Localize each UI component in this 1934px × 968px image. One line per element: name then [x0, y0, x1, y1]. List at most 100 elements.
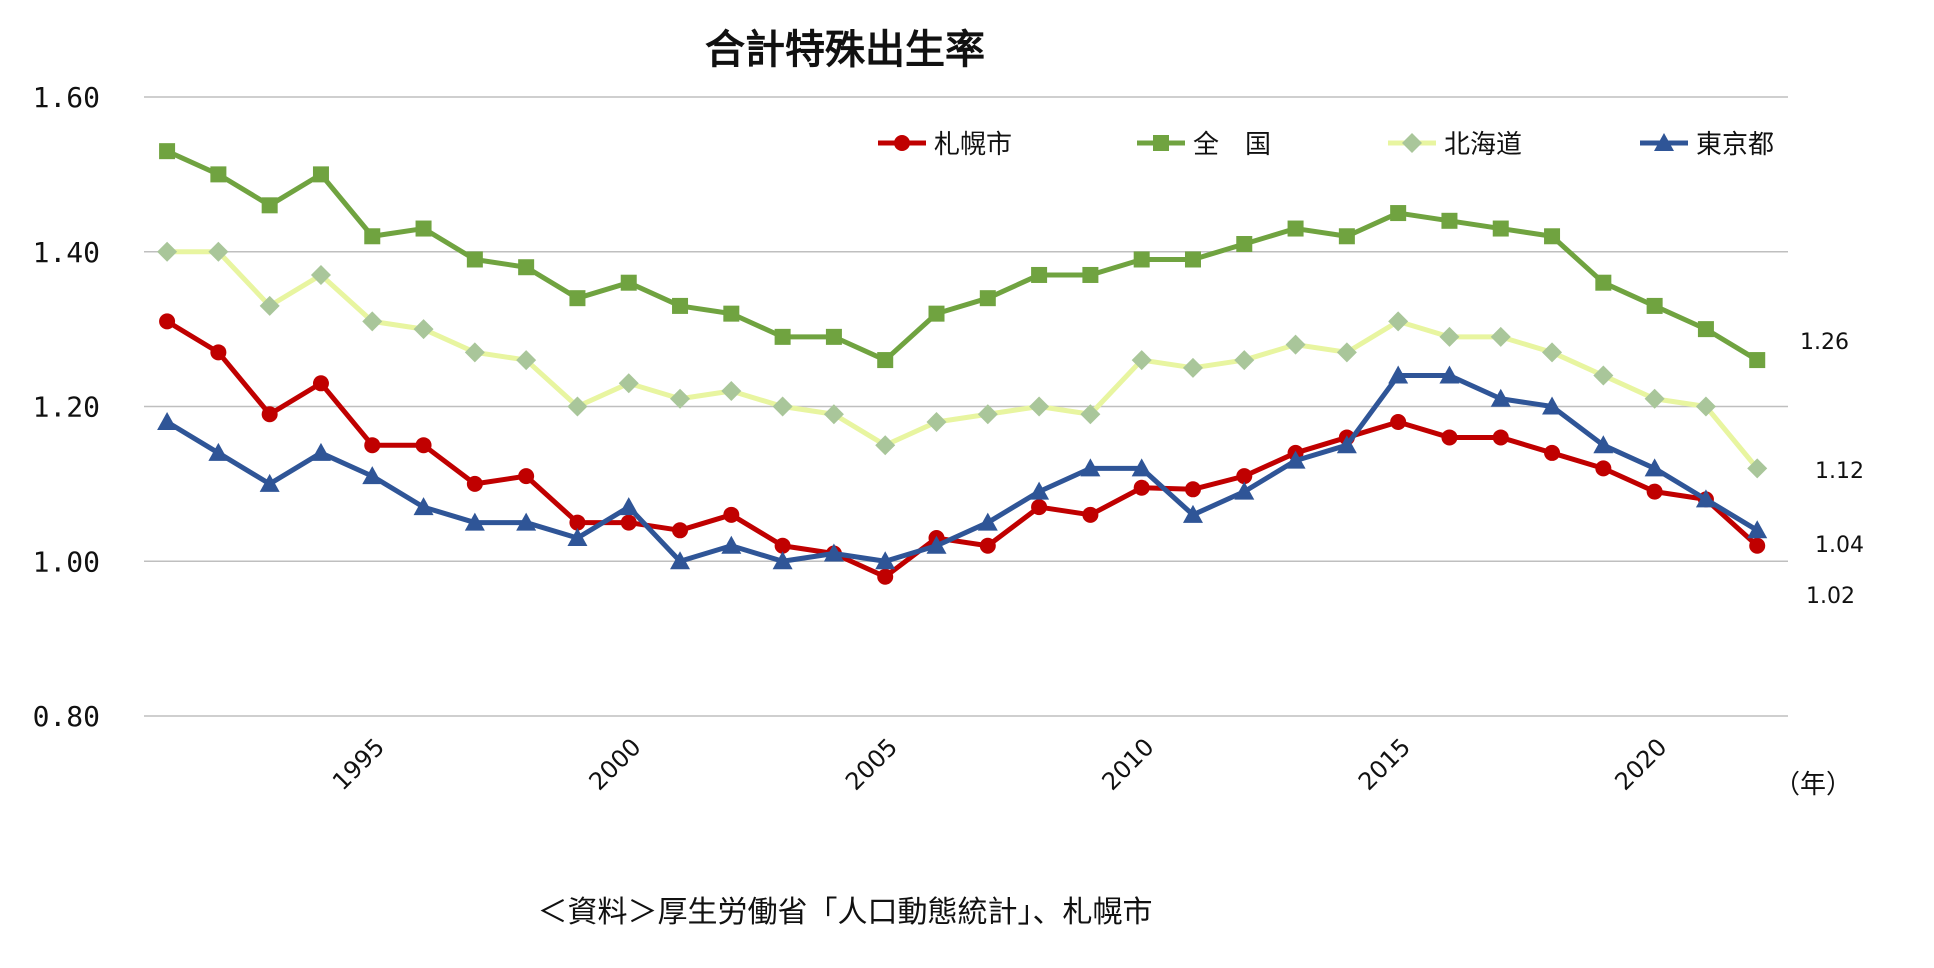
series-line: [165, 319, 1759, 580]
data-point: [413, 497, 434, 516]
data-point: [1695, 489, 1716, 508]
series-line: [165, 373, 1759, 564]
data-point: [259, 473, 280, 492]
data-point: [1644, 458, 1665, 477]
series-2: [159, 143, 1766, 369]
legend-marker: [894, 135, 910, 151]
data-point: [1646, 483, 1663, 500]
data-point: [1593, 435, 1614, 454]
end-value-label: 1.12: [1815, 459, 1864, 484]
legend-label: 札幌市: [934, 130, 1012, 160]
x-tick-label: 2010: [1097, 733, 1160, 796]
data-point: [1236, 468, 1253, 485]
data-point: [1082, 506, 1099, 523]
data-point: [723, 506, 740, 523]
data-point: [1234, 350, 1255, 371]
data-point: [1441, 212, 1458, 229]
data-point: [1595, 460, 1612, 477]
data-point: [1544, 228, 1561, 245]
legend-item: 東京都: [1640, 130, 1774, 160]
data-point: [157, 241, 178, 262]
data-point: [1593, 365, 1614, 386]
data-point: [1542, 342, 1563, 363]
data-point: [518, 259, 535, 276]
data-point: [1029, 481, 1050, 500]
x-tick-label: 2000: [584, 733, 647, 796]
x-axis: 1995 2000 2005 2010 2015 2020: [327, 733, 1672, 796]
grid-layer: [144, 96, 1788, 717]
data-point: [210, 166, 227, 183]
y-tick-label: 1.60: [33, 81, 100, 114]
data-point: [1749, 352, 1766, 369]
data-point: [979, 290, 996, 307]
data-point: [875, 551, 896, 570]
data-point: [1184, 251, 1201, 268]
data-point: [362, 466, 383, 485]
data-point: [1133, 251, 1150, 268]
x-tick-label: 2015: [1353, 733, 1416, 796]
legend-marker: [1402, 133, 1422, 153]
data-point: [1336, 435, 1357, 454]
data-point: [210, 344, 227, 361]
data-point: [259, 295, 280, 316]
data-point: [415, 220, 432, 237]
data-point: [1285, 450, 1306, 469]
data-point: [620, 514, 637, 531]
data-point: [1131, 458, 1152, 477]
data-point: [569, 514, 586, 531]
data-point: [312, 166, 329, 183]
end-labels: 1.02 1.26 1.12 1.04: [1800, 330, 1864, 609]
data-point: [1182, 504, 1203, 523]
data-point: [926, 411, 947, 432]
legend-item: 北海道: [1388, 130, 1522, 160]
data-point: [464, 512, 485, 531]
data-point: [1542, 396, 1563, 415]
source-note: ＜資料＞厚生労働省「人口動態統計」、札幌市: [538, 895, 1153, 930]
data-point: [1234, 481, 1255, 500]
data-point: [1390, 413, 1407, 430]
data-point: [1492, 429, 1509, 446]
data-point: [413, 319, 434, 340]
data-point: [1285, 334, 1306, 355]
legend-item: 札幌市: [878, 130, 1012, 160]
data-point: [569, 290, 586, 307]
y-tick-label: 1.00: [33, 545, 100, 578]
series-line: [167, 249, 1760, 470]
data-point: [721, 381, 742, 402]
data-point: [362, 311, 383, 332]
data-point: [772, 551, 793, 570]
data-point: [774, 328, 791, 345]
x-tick-label: 1995: [327, 733, 390, 796]
data-point: [618, 497, 639, 516]
data-point: [1388, 311, 1409, 332]
data-point: [670, 388, 691, 409]
data-point: [208, 442, 229, 461]
data-point: [1338, 228, 1355, 245]
data-point: [1439, 326, 1460, 347]
data-point: [774, 537, 791, 554]
series-1: [159, 313, 1766, 585]
data-point: [157, 411, 178, 430]
data-point: [875, 435, 896, 456]
data-point: [1031, 499, 1048, 516]
legend-label: 東京都: [1696, 130, 1774, 160]
data-point: [825, 328, 842, 345]
legend: 札幌市 全 国 北海道 東京都: [878, 130, 1774, 160]
data-point: [620, 274, 637, 291]
x-tick-label: 2005: [840, 733, 903, 796]
data-point: [979, 537, 996, 554]
data-point: [1080, 404, 1101, 425]
data-point: [567, 396, 588, 417]
data-point: [723, 305, 740, 322]
data-point: [1747, 458, 1768, 479]
data-point: [261, 406, 278, 423]
y-tick-label: 1.20: [33, 391, 100, 424]
data-point: [823, 543, 844, 562]
data-point: [670, 551, 691, 570]
data-point: [1595, 274, 1612, 291]
legend-label: 全 国: [1193, 130, 1271, 160]
y-tick-label: 1.40: [33, 236, 100, 269]
data-point: [977, 404, 998, 425]
data-point: [977, 512, 998, 531]
